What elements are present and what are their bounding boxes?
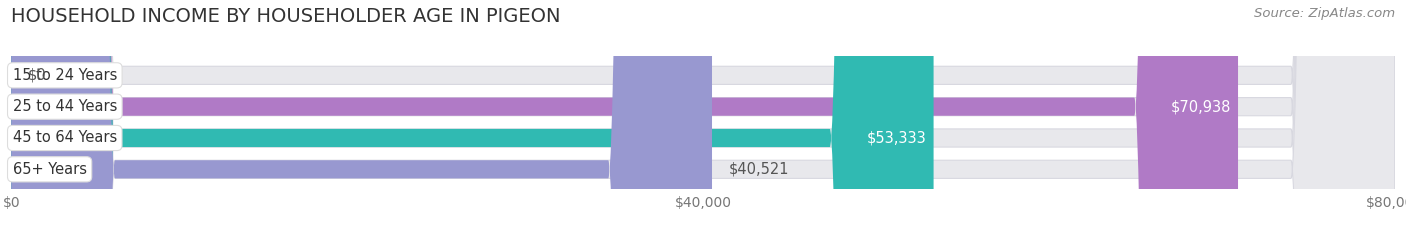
Text: 65+ Years: 65+ Years <box>13 162 87 177</box>
Text: $53,333: $53,333 <box>868 130 927 145</box>
Text: 25 to 44 Years: 25 to 44 Years <box>13 99 117 114</box>
FancyBboxPatch shape <box>11 0 934 233</box>
FancyBboxPatch shape <box>11 0 1395 233</box>
FancyBboxPatch shape <box>11 0 1395 233</box>
Text: 15 to 24 Years: 15 to 24 Years <box>13 68 117 83</box>
Text: 45 to 64 Years: 45 to 64 Years <box>13 130 117 145</box>
Text: $70,938: $70,938 <box>1171 99 1232 114</box>
Text: HOUSEHOLD INCOME BY HOUSEHOLDER AGE IN PIGEON: HOUSEHOLD INCOME BY HOUSEHOLDER AGE IN P… <box>11 7 561 26</box>
FancyBboxPatch shape <box>11 0 711 233</box>
FancyBboxPatch shape <box>11 0 1239 233</box>
FancyBboxPatch shape <box>11 0 1395 233</box>
Text: Source: ZipAtlas.com: Source: ZipAtlas.com <box>1254 7 1395 20</box>
FancyBboxPatch shape <box>11 0 1395 233</box>
Text: $0: $0 <box>28 68 46 83</box>
Text: $40,521: $40,521 <box>728 162 789 177</box>
